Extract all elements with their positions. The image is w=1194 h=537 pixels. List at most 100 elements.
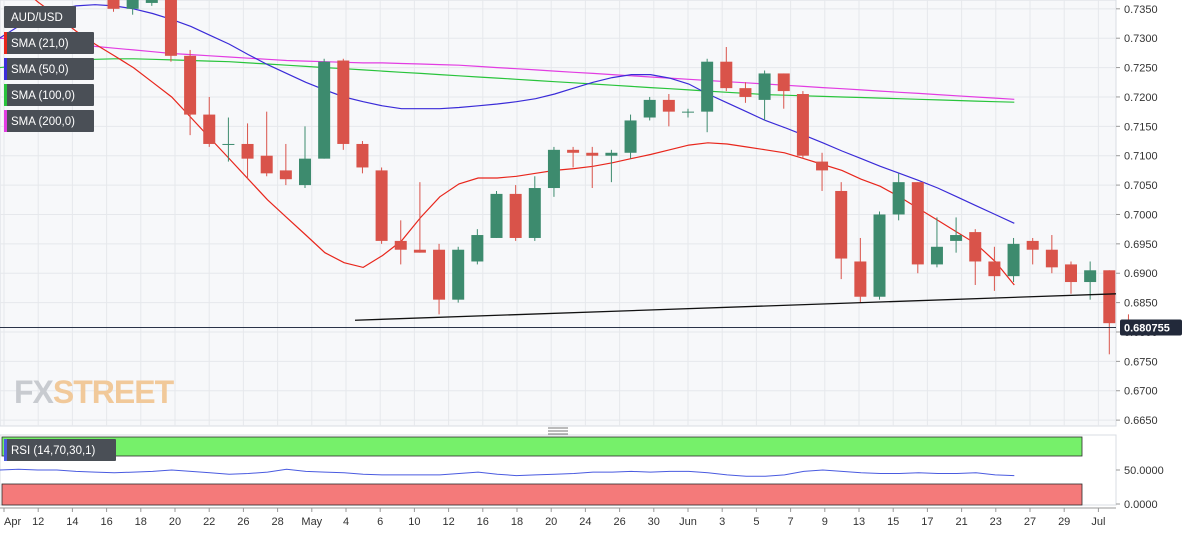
x-tick-label: 24 [579,516,591,528]
date-axis: Apr 12 14 16 18 20 22 26 28 May 4 6 10 12 16 18 20 24 26 30… [0,507,1116,528]
oversold-band [1,483,1083,506]
candle [930,217,943,268]
price-axis: 0.7350 0.7300 0.7250 0.7200 0.7150 0.7100 0.70… [1116,4,1158,427]
candle [701,58,714,133]
candle [126,0,139,15]
rsi-pane: 50.0000 0.0000 RSI (14,70,30,1) [0,434,1164,511]
candle [337,58,350,150]
x-tick-label: 12 [32,516,44,528]
x-tick-label: 17 [921,516,933,528]
candles [107,0,1135,355]
candle-body [911,182,924,265]
candle [203,96,216,147]
pane-divider[interactable] [0,427,1116,435]
sma100-line [0,58,1015,103]
rsi-legend-text: RSI (14,70,30,1) [11,445,96,457]
candle [1065,261,1077,294]
candle-body [567,149,580,153]
last-price-label: 0.680755 [1124,323,1170,335]
candle [433,243,446,315]
x-tick-label: 18 [135,516,147,528]
x-tick-label: 21 [955,516,967,528]
candle-body [490,193,503,238]
candle [682,108,694,118]
x-tick-label: 16 [477,516,489,528]
candle [184,49,197,136]
y-tick-label: 0.7300 [1124,33,1158,45]
x-tick-label: 16 [100,516,112,528]
legend-box [4,6,76,28]
last-price-marker: 0.680755 [0,319,1182,336]
instrument-label: AUD/USD [4,6,76,28]
candle [873,211,886,300]
candle-body [528,188,541,238]
candle [394,220,407,265]
legend-box [4,32,94,54]
candle-body [433,249,446,300]
y-tick-label: 0.6850 [1124,298,1158,310]
candle-body [1045,249,1058,268]
y-tick-label: 0.7200 [1124,92,1158,104]
x-tick-label: 4 [343,516,349,528]
candle [260,111,273,177]
candle-body [1084,270,1097,283]
candle [299,126,311,189]
candle [567,146,580,168]
rsi-line [0,468,1015,477]
candle [892,173,905,221]
candle [490,190,503,238]
y-tick-label: 0.6650 [1124,415,1158,427]
candle-body [930,246,943,265]
x-tick-label: 20 [169,516,181,528]
candle [1084,261,1097,300]
rsi-legend: RSI (14,70,30,1) [4,439,116,461]
candle [413,182,426,253]
candle [1007,237,1020,283]
x-tick-label: 22 [203,516,215,528]
overbought-band [1,436,1083,457]
x-tick-label: 30 [648,516,660,528]
support-trendline [354,293,1117,321]
candle-body [1026,240,1039,250]
legend-swatch [4,32,7,54]
candle-body [279,170,292,180]
x-tick-label: Jun [679,516,697,528]
watermark-street: STREET [53,374,175,410]
y-tick-label: 0.7100 [1124,151,1158,163]
candle-body [299,158,311,186]
candle-body [1007,243,1020,277]
legend-item: SMA (200,0) [4,110,94,132]
candle-body [126,0,139,9]
candle-body [1065,264,1077,283]
candle [452,246,465,303]
legend-text: SMA (50,0) [11,64,69,76]
candle-body [758,73,771,100]
candle [1103,270,1116,355]
fxstreet-watermark: FXSTREET [14,374,176,410]
candle-body [222,143,235,145]
x-tick-label: 13 [853,516,865,528]
candle-body [375,170,388,241]
legend-box [4,439,116,461]
y-tick-label: 0.7150 [1124,121,1158,133]
candle-body [203,114,216,144]
x-tick-label: 9 [822,516,828,528]
candle-body [873,214,886,297]
x-tick-label: 3 [719,516,725,528]
candle [586,146,599,189]
x-tick-label: 15 [887,516,899,528]
candle [471,229,484,265]
candle-body [241,143,254,159]
y-tick-label: 0.6950 [1124,239,1158,251]
legend-item: SMA (100,0) [4,84,94,106]
candle [1045,235,1058,274]
y-tick-label: 0.7250 [1124,63,1158,75]
watermark-fx: FX [14,374,55,410]
candle [509,185,522,241]
candle-body [682,111,694,113]
candle [164,0,177,62]
candle [643,96,656,121]
rsi-y-tick-label: 50.0000 [1124,465,1164,477]
candle-body [145,0,158,3]
candle-body [969,232,982,262]
